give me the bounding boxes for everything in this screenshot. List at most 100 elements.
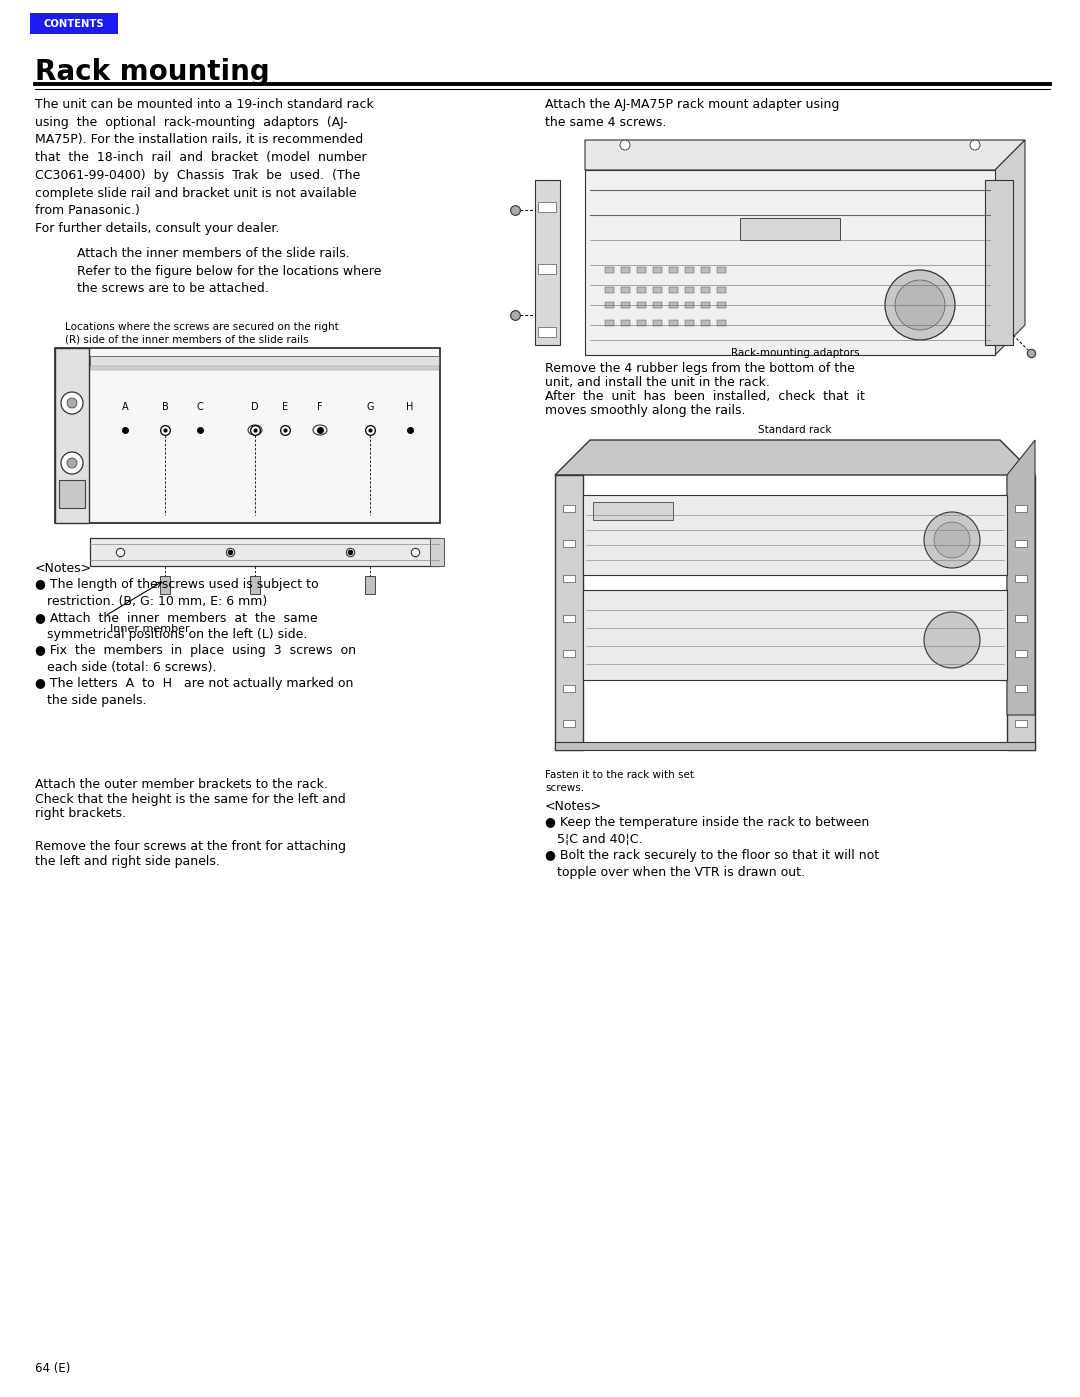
- Bar: [621, 286, 630, 293]
- Bar: [55, 348, 440, 522]
- Bar: [1015, 685, 1027, 692]
- Circle shape: [60, 453, 83, 474]
- Circle shape: [67, 458, 77, 468]
- Text: ● The letters  A  to  H   are not actually marked on
   the side panels.: ● The letters A to H are not actually ma…: [35, 678, 353, 707]
- Bar: [621, 267, 630, 272]
- Polygon shape: [555, 440, 1035, 475]
- Text: (R) side of the inner members of the slide rails: (R) side of the inner members of the sli…: [65, 334, 309, 344]
- Bar: [685, 267, 694, 272]
- Bar: [669, 302, 678, 307]
- Bar: [701, 267, 710, 272]
- Circle shape: [970, 140, 980, 149]
- Bar: [160, 576, 170, 594]
- Bar: [1015, 719, 1027, 726]
- Bar: [90, 538, 438, 566]
- Bar: [717, 267, 726, 272]
- Bar: [653, 267, 662, 272]
- Bar: [555, 475, 583, 750]
- Bar: [637, 302, 646, 307]
- Text: moves smoothly along the rails.: moves smoothly along the rails.: [545, 404, 745, 416]
- Text: ● The length of the screws used is subject to
   restriction. (B, G: 10 mm, E: 6: ● The length of the screws used is subje…: [35, 578, 319, 608]
- Bar: [637, 286, 646, 293]
- Bar: [1015, 576, 1027, 583]
- Bar: [701, 286, 710, 293]
- Circle shape: [885, 270, 955, 339]
- Bar: [30, 13, 118, 34]
- Text: Rack mounting: Rack mounting: [35, 59, 270, 87]
- Bar: [621, 302, 630, 307]
- Bar: [701, 302, 710, 307]
- Bar: [740, 218, 840, 240]
- Text: A: A: [122, 402, 129, 412]
- Text: E: E: [282, 402, 288, 412]
- Bar: [563, 541, 575, 548]
- Text: B: B: [162, 402, 168, 412]
- Text: Standard rack: Standard rack: [758, 425, 832, 434]
- Text: G: G: [366, 402, 374, 412]
- Bar: [717, 286, 726, 293]
- Bar: [605, 302, 615, 307]
- Bar: [669, 267, 678, 272]
- Text: The unit can be mounted into a 19-inch standard rack
using  the  optional  rack-: The unit can be mounted into a 19-inch s…: [35, 98, 374, 235]
- Bar: [605, 320, 615, 326]
- Bar: [583, 590, 1007, 680]
- Text: D: D: [252, 402, 259, 412]
- Text: ● Keep the temperature inside the rack to between
   5¦C and 40¦C.: ● Keep the temperature inside the rack t…: [545, 816, 869, 845]
- Bar: [430, 538, 444, 566]
- Polygon shape: [995, 140, 1025, 355]
- Text: Locations where the screws are secured on the right: Locations where the screws are secured o…: [65, 321, 339, 332]
- Bar: [653, 286, 662, 293]
- Polygon shape: [585, 140, 1025, 170]
- Circle shape: [924, 612, 980, 668]
- Text: H: H: [406, 402, 414, 412]
- Text: ● Bolt the rack securely to the floor so that it will not
   topple over when th: ● Bolt the rack securely to the floor so…: [545, 849, 879, 879]
- Bar: [605, 267, 615, 272]
- Text: right brackets.: right brackets.: [35, 807, 126, 820]
- Bar: [90, 356, 438, 366]
- Bar: [653, 302, 662, 307]
- Bar: [1015, 541, 1027, 548]
- Circle shape: [67, 398, 77, 408]
- Text: CONTENTS: CONTENTS: [43, 20, 105, 29]
- Circle shape: [620, 140, 630, 149]
- Bar: [717, 302, 726, 307]
- Bar: [90, 366, 438, 370]
- Text: the left and right side panels.: the left and right side panels.: [35, 855, 220, 868]
- Text: 64 (E): 64 (E): [35, 1362, 70, 1375]
- Bar: [55, 348, 89, 522]
- Polygon shape: [1007, 440, 1035, 715]
- Bar: [563, 719, 575, 726]
- Bar: [1015, 504, 1027, 511]
- Text: <Notes>: <Notes>: [35, 562, 92, 576]
- Bar: [538, 203, 556, 212]
- Bar: [1007, 475, 1035, 750]
- Text: F: F: [318, 402, 323, 412]
- Bar: [249, 576, 260, 594]
- Bar: [717, 320, 726, 326]
- Bar: [669, 286, 678, 293]
- Bar: [605, 286, 615, 293]
- Bar: [685, 286, 694, 293]
- Bar: [563, 504, 575, 511]
- Text: Attach the AJ-MA75P rack mount adapter using
the same 4 screws.: Attach the AJ-MA75P rack mount adapter u…: [545, 98, 839, 129]
- Bar: [563, 685, 575, 692]
- Bar: [555, 742, 1035, 750]
- Bar: [685, 320, 694, 326]
- Bar: [593, 502, 673, 520]
- Bar: [685, 302, 694, 307]
- Text: Rack-mounting adaptors: Rack-mounting adaptors: [731, 348, 860, 358]
- Bar: [563, 615, 575, 622]
- Bar: [637, 320, 646, 326]
- Text: Remove the 4 rubber legs from the bottom of the: Remove the 4 rubber legs from the bottom…: [545, 362, 855, 374]
- Text: After  the  unit  has  been  installed,  check  that  it: After the unit has been installed, check…: [545, 390, 865, 402]
- Bar: [535, 180, 561, 345]
- Text: <Notes>: <Notes>: [545, 800, 603, 813]
- Text: Remove the four screws at the front for attaching: Remove the four screws at the front for …: [35, 840, 346, 854]
- Text: screws.: screws.: [545, 782, 584, 793]
- Bar: [59, 481, 85, 509]
- Bar: [653, 320, 662, 326]
- Text: unit, and install the unit in the rack.: unit, and install the unit in the rack.: [545, 376, 770, 388]
- Bar: [669, 320, 678, 326]
- Text: Attach the outer member brackets to the rack.: Attach the outer member brackets to the …: [35, 778, 328, 791]
- Bar: [701, 320, 710, 326]
